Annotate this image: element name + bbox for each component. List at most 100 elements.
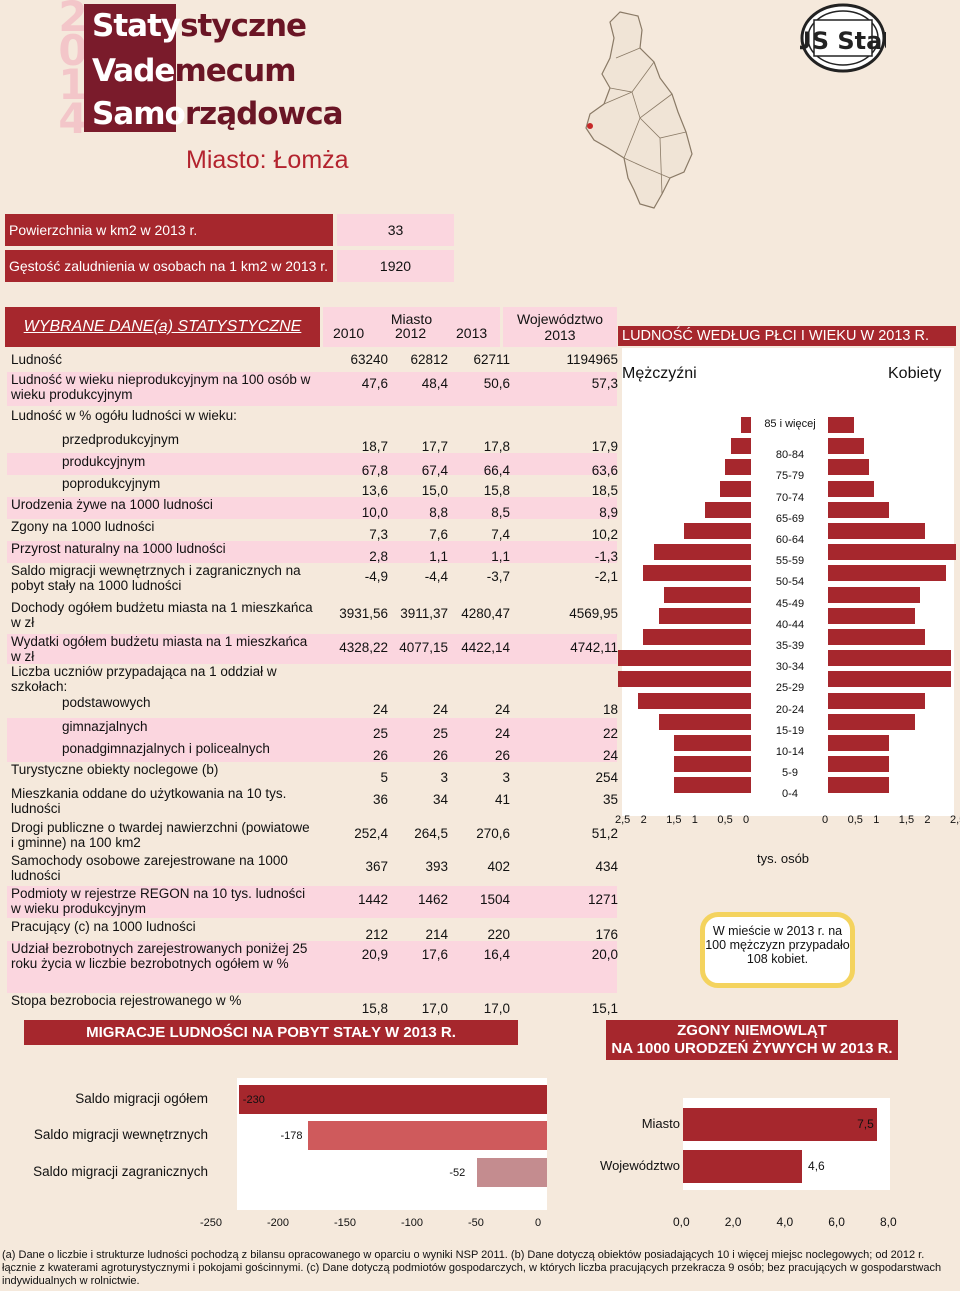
row-label: Ludność w wieku nieprodukcyjnym na 100 o…	[11, 372, 311, 402]
row-label: Podmioty w rejestrze REGON na 10 tys. lu…	[11, 886, 306, 916]
row-value: 1504	[479, 892, 510, 907]
table-row: Samochody osobowe zarejestrowane na 1000…	[7, 853, 618, 885]
table-header-woj: Województwo 2013	[503, 307, 617, 347]
axis-tick-label: 2	[640, 814, 647, 826]
pyramid-bar-male	[674, 756, 751, 773]
table-row: Podmioty w rejestrze REGON na 10 tys. lu…	[7, 886, 618, 918]
pyramid-bar-male	[653, 544, 751, 561]
table-row: Ludność 63240 62812 62711 1194965	[7, 352, 618, 372]
migration-bar	[308, 1121, 547, 1150]
row-value: 402	[487, 859, 510, 874]
row-label: ponadgimnazjalnych i policealnych	[62, 741, 270, 756]
row-label: Zgony na 1000 ludności	[11, 519, 155, 534]
table-row: Wydatki ogółem budżetu miasta na 1 miesz…	[7, 634, 618, 664]
row-label: Turystyczne obiekty noclegowe (b)	[11, 762, 219, 777]
zgony-title-line1: ZGONY NIEMOWLĄT	[677, 1022, 827, 1039]
year-header: 2013	[456, 325, 488, 341]
table-row: gimnazjalnych 25 25 24 22	[7, 718, 618, 741]
zgony-bar	[683, 1108, 878, 1141]
row-value: 254	[595, 770, 618, 785]
row-label: Ludność w % ogółu ludności w wieku:	[11, 408, 237, 423]
axis-tick-label: 8,0	[880, 1215, 897, 1229]
pyramid-bar-male	[658, 607, 751, 624]
row-value: 176	[595, 927, 618, 942]
row-value: 214	[425, 927, 448, 942]
migration-value: -52	[449, 1167, 466, 1179]
pyramid-bar-male	[704, 501, 751, 518]
row-value: 8,8	[429, 505, 448, 520]
row-value: 10,2	[591, 527, 618, 542]
table-row: poprodukcyjnym 13,6 15,0 15,8 18,5	[7, 475, 618, 498]
row-value: 63,6	[591, 463, 618, 478]
table-row: Mieszkania oddane do użytkowania na 10 t…	[7, 786, 618, 818]
table-title: WYBRANE DANE(a) STATYSTYCZNE	[5, 307, 320, 347]
row-value: 220	[487, 927, 510, 942]
row-value: 35	[602, 792, 618, 807]
row-value: 41	[494, 792, 510, 807]
pyramid-bar-male	[674, 777, 751, 794]
male-label: Mężczyźni	[622, 365, 697, 382]
axis-tick-label: 1,5	[898, 814, 915, 826]
row-value: 66,4	[483, 463, 510, 478]
density-value: 1920	[337, 250, 454, 282]
table-row: Udział bezrobotnych zarejestrowanych pon…	[7, 941, 618, 993]
row-value: -2,1	[594, 569, 618, 584]
pyramid-bar-male	[730, 438, 751, 455]
zgony-value: 7,5	[857, 1117, 874, 1131]
row-value: 393	[425, 859, 448, 874]
axis-tick-label: 0	[535, 1217, 542, 1229]
row-value: 252,4	[354, 826, 388, 841]
pyramid-bar-male	[617, 650, 751, 667]
row-value: -4,4	[424, 569, 448, 584]
row-value: 7,6	[429, 527, 448, 542]
pyramid-bar-female	[828, 692, 926, 709]
table-row: Saldo migracji wewnętrznych i zagraniczn…	[7, 563, 618, 599]
table-row: przedprodukcyjnym 18,7 17,7 17,8 17,9	[7, 431, 618, 454]
row-value: 4280,47	[461, 606, 510, 621]
row-value: 17,9	[591, 439, 618, 454]
row-value: 4077,15	[399, 640, 448, 655]
axis-tick-label: 0,5	[717, 814, 733, 826]
migration-value: -178	[280, 1130, 303, 1142]
pyramid-bar-male	[684, 523, 751, 539]
age-label: 30-34	[775, 661, 805, 674]
axis-tick-label: 1	[873, 814, 880, 826]
row-label: Urodzenia żywe na 1000 ludności	[11, 497, 213, 512]
pyramid-bar-male	[643, 629, 751, 645]
row-value: 20,9	[361, 947, 388, 962]
table-row: Pracujący (c) na 1000 ludności 212 214 220 1…	[7, 919, 618, 942]
row-value: 8,9	[599, 505, 618, 520]
logo-word-3: Samorządowca	[92, 96, 344, 132]
migration-label: Saldo migracji zagranicznych	[33, 1164, 208, 1179]
age-label: 85 i więcej	[764, 418, 816, 430]
pyramid-bar-female	[828, 523, 926, 539]
row-label: podstawowych	[62, 695, 151, 710]
row-value: 67,8	[361, 463, 388, 478]
row-label: produkcyjnym	[62, 454, 146, 469]
pyramid-title: LUDNOŚĆ WEDŁUG PŁCI I WIEKU W 2013 R.	[618, 326, 956, 346]
age-label: 0-4	[782, 788, 798, 801]
row-value: 15,1	[591, 1001, 618, 1016]
row-value: 63240	[350, 352, 388, 367]
row-value: 24	[602, 748, 618, 763]
table-row: Zgony na 1000 ludności 7,3 7,6 7,4 10,2	[7, 519, 618, 542]
year-header: 2012	[395, 325, 427, 341]
pyramid-bar-female	[828, 586, 921, 603]
logo-band	[84, 4, 176, 132]
row-value: 17,8	[483, 439, 510, 454]
svg-text:US Stat: US Stat	[800, 27, 886, 55]
row-label: Stopa bezrobocia rejestrowanego w %	[11, 993, 242, 1008]
footnote: (a) Dane o liczbie i strukturze ludności…	[2, 1249, 942, 1287]
pyramid-bar-female	[828, 629, 926, 645]
row-value: 2,8	[369, 549, 388, 564]
row-value: 67,4	[421, 463, 448, 478]
row-label: Ludność	[11, 352, 63, 367]
row-value: 24	[494, 726, 510, 741]
city-marker-icon	[587, 123, 593, 129]
row-value: 24	[372, 702, 388, 717]
row-value: 4742,11	[570, 640, 618, 655]
pyramid-bar-female	[828, 713, 916, 730]
row-value: 22	[602, 726, 618, 741]
zgony-title: ZGONY NIEMOWLĄT NA 1000 URODZEŃ ŻYWYCH W…	[606, 1020, 898, 1060]
age-label: 50-54	[775, 576, 805, 589]
